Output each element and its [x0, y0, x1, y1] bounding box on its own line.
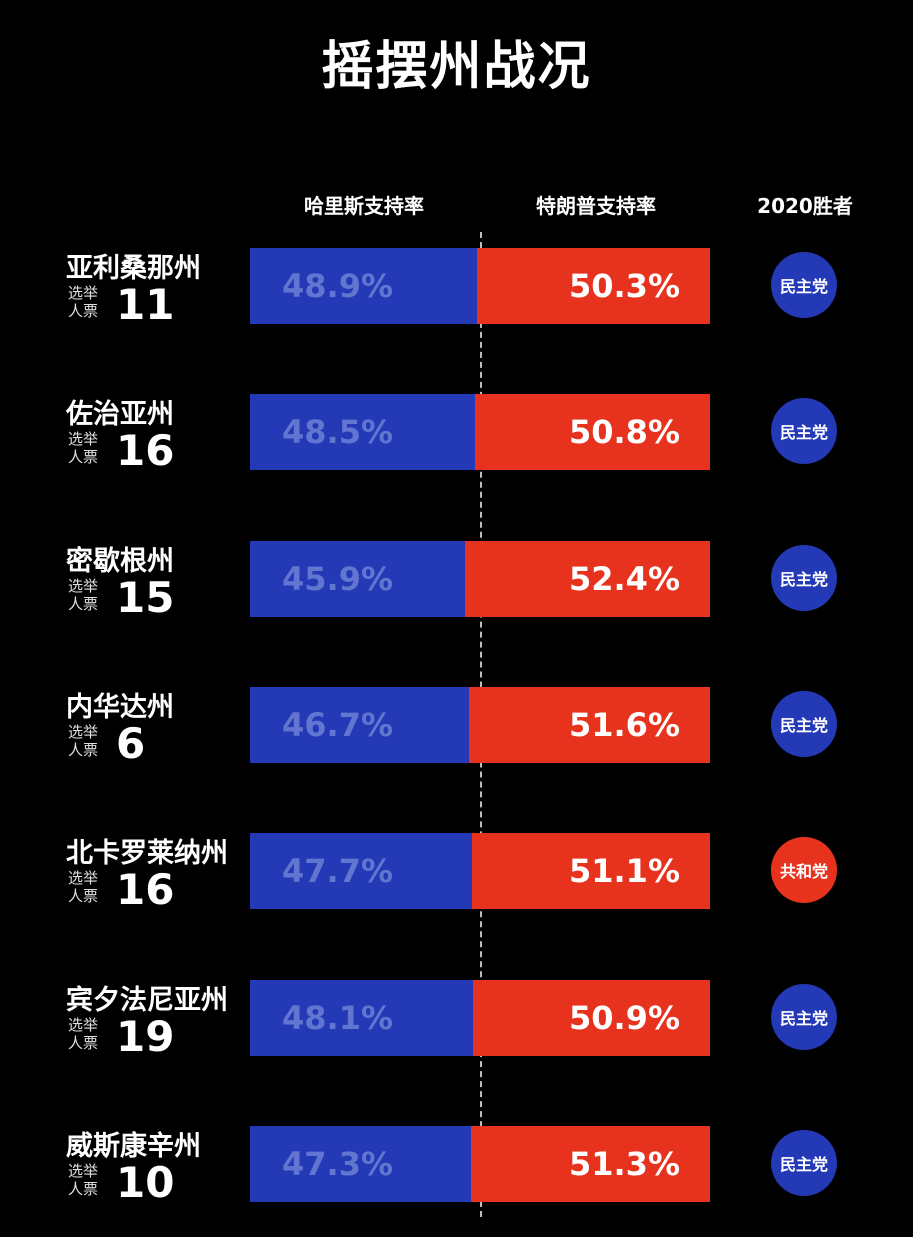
electoral-votes-label: 选举 人票 [68, 577, 108, 613]
harris-percent: 47.3% [282, 1145, 394, 1183]
ev-label-line2: 人票 [68, 595, 99, 613]
republican-badge: 共和党 [771, 837, 837, 903]
electoral-votes-count: 11 [116, 280, 175, 329]
trump-percent: 51.6% [568, 706, 680, 744]
trump-bar: 48.5% 50.8% [250, 394, 710, 470]
harris-percent: 48.1% [282, 999, 394, 1037]
harris-bar [250, 980, 473, 1056]
state-row: 内华达州 选举 人票 6 46.7% 51.6% 民主党 [0, 685, 913, 785]
winner-column-header: 2020胜者 [757, 194, 853, 218]
electoral-votes-count: 16 [116, 865, 175, 914]
electoral-votes-count: 10 [116, 1158, 175, 1207]
trump-percent: 51.3% [568, 1145, 680, 1183]
harris-percent: 45.9% [282, 560, 394, 598]
trump-bar: 46.7% 51.6% [250, 687, 710, 763]
state-name: 内华达州 [66, 692, 174, 723]
trump-percent: 50.8% [568, 413, 680, 451]
harris-percent: 46.7% [282, 706, 394, 744]
ev-label-line2: 人票 [68, 448, 99, 466]
electoral-votes-count: 6 [116, 719, 146, 768]
trump-percent: 52.4% [568, 560, 680, 598]
trump-bar: 47.7% 51.1% [250, 833, 710, 909]
electoral-votes-count: 15 [116, 573, 175, 622]
state-name: 亚利桑那州 [66, 253, 201, 284]
democrat-badge: 民主党 [771, 252, 837, 318]
trump-bar: 47.3% 51.3% [250, 1126, 710, 1202]
state-row: 佐治亚州 选举 人票 16 48.5% 50.8% 民主党 [0, 392, 913, 492]
democrat-badge: 民主党 [771, 545, 837, 611]
harris-column-header: 哈里斯支持率 [304, 194, 424, 218]
ev-label-line2: 人票 [68, 302, 99, 320]
state-name: 密歇根州 [66, 546, 174, 577]
state-row: 北卡罗莱纳州 选举 人票 16 47.7% 51.1% 共和党 [0, 831, 913, 931]
ev-label-line1: 选举 [68, 430, 99, 448]
ev-label-line2: 人票 [68, 887, 99, 905]
state-row: 宾夕法尼亚州 选举 人票 19 48.1% 50.9% 民主党 [0, 978, 913, 1078]
harris-bar [250, 833, 472, 909]
harris-bar [250, 541, 465, 617]
harris-bar [250, 1126, 471, 1202]
harris-bar [250, 394, 475, 470]
harris-bar [250, 687, 469, 763]
state-name: 北卡罗莱纳州 [66, 838, 228, 869]
trump-percent: 50.9% [568, 999, 680, 1037]
electoral-votes-count: 19 [116, 1012, 175, 1061]
electoral-votes-label: 选举 人票 [68, 430, 108, 466]
trump-bar: 45.9% 52.4% [250, 541, 710, 617]
electoral-votes-count: 16 [116, 426, 175, 475]
ev-label-line2: 人票 [68, 741, 99, 759]
state-row: 密歇根州 选举 人票 15 45.9% 52.4% 民主党 [0, 539, 913, 639]
electoral-votes-label: 选举 人票 [68, 1162, 108, 1198]
ev-label-line2: 人票 [68, 1034, 99, 1052]
state-row: 亚利桑那州 选举 人票 11 48.9% 50.3% 民主党 [0, 246, 913, 346]
harris-percent: 48.5% [282, 413, 394, 451]
ev-label-line1: 选举 [68, 723, 99, 741]
electoral-votes-label: 选举 人票 [68, 723, 108, 759]
electoral-votes-label: 选举 人票 [68, 284, 108, 320]
page-title: 摇摆州战况 [321, 37, 592, 97]
harris-bar [250, 248, 477, 324]
electoral-votes-label: 选举 人票 [68, 1016, 108, 1052]
state-name: 威斯康辛州 [66, 1131, 201, 1162]
democrat-badge: 民主党 [771, 691, 837, 757]
state-name: 宾夕法尼亚州 [66, 985, 228, 1016]
trump-percent: 51.1% [568, 852, 680, 890]
trump-column-header: 特朗普支持率 [536, 194, 656, 218]
electoral-votes-label: 选举 人票 [68, 869, 108, 905]
state-name: 佐治亚州 [66, 399, 174, 430]
harris-percent: 47.7% [282, 852, 394, 890]
trump-bar: 48.1% 50.9% [250, 980, 710, 1056]
ev-label-line1: 选举 [68, 1162, 99, 1180]
trump-bar: 48.9% 50.3% [250, 248, 710, 324]
democrat-badge: 民主党 [771, 1130, 837, 1196]
ev-label-line2: 人票 [68, 1180, 99, 1198]
ev-label-line1: 选举 [68, 1016, 99, 1034]
harris-percent: 48.9% [282, 267, 394, 305]
ev-label-line1: 选举 [68, 577, 99, 595]
trump-percent: 50.3% [568, 267, 680, 305]
ev-label-line1: 选举 [68, 869, 99, 887]
democrat-badge: 民主党 [771, 984, 837, 1050]
democrat-badge: 民主党 [771, 398, 837, 464]
ev-label-line1: 选举 [68, 284, 99, 302]
state-row: 威斯康辛州 选举 人票 10 47.3% 51.3% 民主党 [0, 1124, 913, 1224]
